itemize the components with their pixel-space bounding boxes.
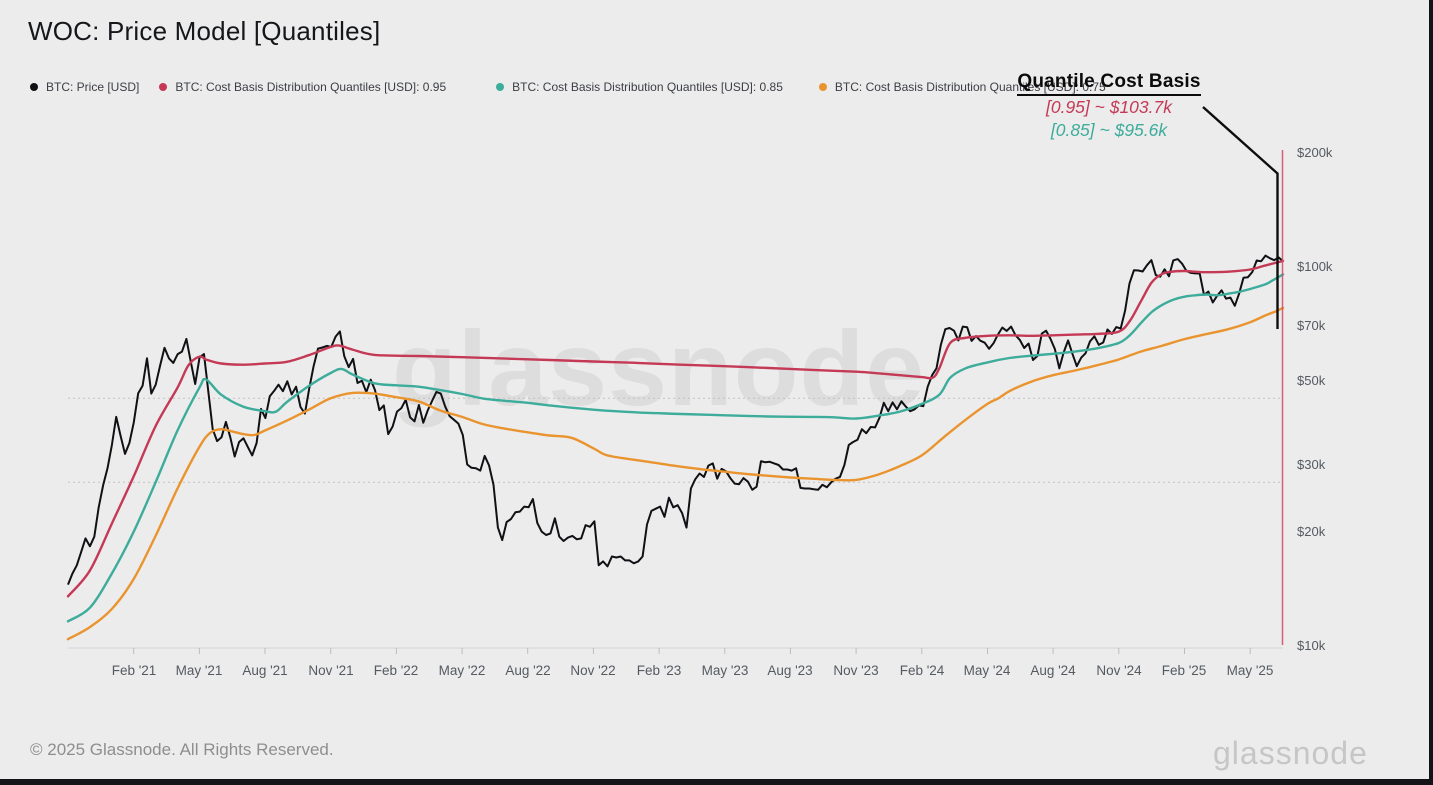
- y-axis-label: $200k: [1297, 145, 1333, 160]
- annotation-title: Quantile Cost Basis: [1017, 71, 1201, 96]
- page-title: WOC: Price Model [Quantiles]: [28, 16, 381, 46]
- glassnode-watermark: glassnode: [392, 310, 926, 428]
- copyright-text: © 2025 Glassnode. All Rights Reserved.: [30, 740, 334, 759]
- legend-label: BTC: Cost Basis Distribution Quantiles […: [834, 80, 1106, 94]
- annotation-q85-value: [0.85] ~ $95.6k: [1050, 120, 1168, 140]
- y-axis-label: $70k: [1297, 318, 1326, 333]
- y-axis-label: $100k: [1297, 259, 1333, 274]
- q95-series-dot-icon: [159, 83, 168, 91]
- y-axis-label: $50k: [1297, 373, 1326, 388]
- window-edge-right: [1429, 0, 1433, 785]
- legend-label: BTC: Cost Basis Distribution Quantiles […: [175, 80, 447, 94]
- x-axis-label: Feb '24: [899, 663, 945, 678]
- x-axis-label: May '24: [963, 663, 1011, 678]
- x-axis-label: Feb '25: [1161, 663, 1207, 678]
- legend-label: BTC: Cost Basis Distribution Quantiles […: [512, 80, 783, 94]
- x-axis-label: May '25: [1226, 663, 1274, 678]
- y-axis-label: $30k: [1297, 457, 1326, 472]
- quantile-cost-basis-annotation: Quantile Cost Basis [0.95] ~ $103.7k [0.…: [1003, 71, 1215, 142]
- x-axis-label: May '21: [175, 663, 223, 678]
- x-axis-label: Feb '21: [111, 663, 157, 678]
- q75-series-dot-icon: [818, 83, 827, 91]
- legend-item-quantile-075[interactable]: BTC: Cost Basis Distribution Quantiles […: [818, 80, 1106, 94]
- legend-item-quantile-095[interactable]: BTC: Cost Basis Distribution Quantiles […: [159, 80, 446, 94]
- x-axis-label: May '23: [701, 663, 749, 678]
- q85-quantile-line: [66, 273, 1285, 623]
- q95-quantile-line: [66, 259, 1285, 598]
- btc-price-line: [67, 254, 1284, 585]
- x-axis-label: Nov '24: [1096, 663, 1142, 678]
- chart-legend: BTC: Price [USD] BTC: Cost Basis Distrib…: [30, 80, 1106, 94]
- price-series-dot-icon: [30, 83, 38, 91]
- window-edge-bottom: [0, 779, 1433, 785]
- x-axis-label: Nov '21: [308, 663, 354, 678]
- annotation-pointer-line: [1202, 106, 1279, 329]
- x-axis-label: Nov '22: [570, 663, 616, 678]
- y-axis-label: $20k: [1297, 524, 1326, 539]
- glassnode-logo: glassnode: [1213, 735, 1368, 771]
- legend-item-btc-price[interactable]: BTC: Price [USD]: [30, 80, 139, 94]
- x-axis-label: Aug '24: [1030, 663, 1076, 678]
- x-axis-label: Aug '22: [505, 663, 551, 678]
- annotation-q95-value: [0.95] ~ $103.7k: [1045, 97, 1172, 117]
- x-axis-label: Aug '21: [242, 663, 288, 678]
- q85-series-dot-icon: [496, 83, 505, 91]
- legend-item-quantile-085[interactable]: BTC: Cost Basis Distribution Quantiles […: [496, 80, 783, 94]
- q75-quantile-line: [66, 306, 1285, 641]
- legend-label: BTC: Price [USD]: [46, 80, 140, 94]
- x-axis-label: Nov '23: [833, 663, 879, 678]
- x-axis-label: Feb '23: [636, 663, 682, 678]
- y-axis-label: $10k: [1297, 638, 1326, 653]
- x-axis-label: Aug '23: [767, 663, 813, 678]
- x-axis-label: Feb '22: [373, 663, 419, 678]
- x-axis-label: May '22: [438, 663, 486, 678]
